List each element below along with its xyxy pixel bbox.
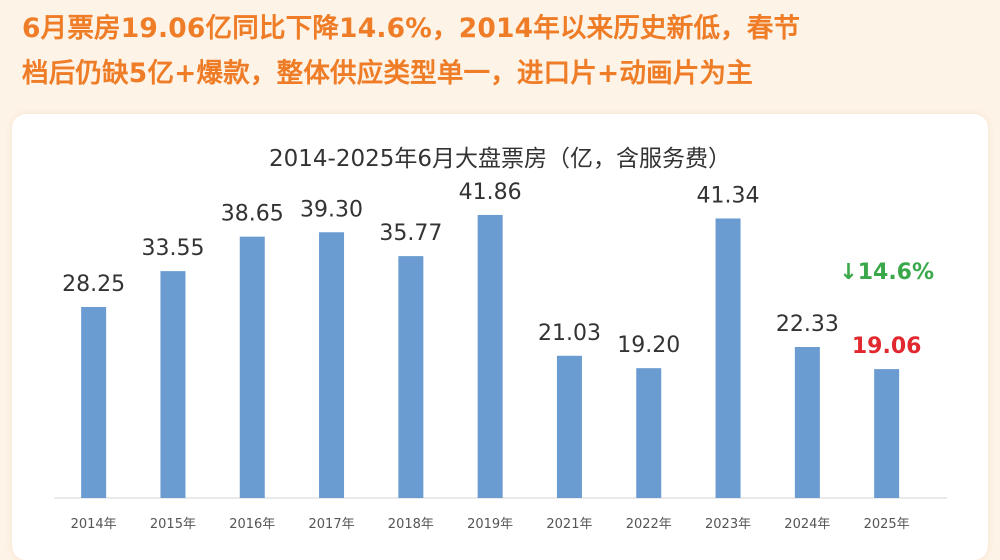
- x-tick-label: 2016年: [229, 517, 275, 532]
- bar-2017年: [319, 232, 345, 498]
- x-tick-label: 2022年: [626, 517, 672, 532]
- headline-line-1: 6月票房19.06亿同比下降14.6%，2014年以来历史新低，春节: [22, 13, 801, 44]
- bar-2022年: [636, 368, 662, 498]
- x-tick-label: 2025年: [864, 517, 910, 532]
- value-label: 19.06: [852, 334, 922, 359]
- value-label: 38.65: [221, 202, 284, 227]
- x-tick-label: 2019年: [467, 517, 513, 532]
- x-tick-label: 2015年: [150, 517, 196, 532]
- headline-line-2: 档后仍缺5亿+爆款，整体供应类型单一，进口片+动画片为主: [22, 58, 753, 89]
- x-tick-label: 2023年: [705, 517, 751, 532]
- bar-2019年: [477, 214, 503, 498]
- bar-2023年: [715, 218, 741, 498]
- x-tick-label: 2021年: [546, 517, 592, 532]
- value-label: 33.55: [141, 236, 204, 261]
- value-label: 19.20: [617, 333, 680, 358]
- value-label: 41.34: [697, 183, 760, 208]
- chart-title: 2014-2025年6月大盘票房（亿，含服务费）: [269, 146, 731, 172]
- bar-2015年: [160, 271, 186, 498]
- bar-2021年: [556, 355, 582, 498]
- value-label: 28.25: [62, 272, 125, 297]
- value-label: 22.33: [776, 312, 839, 337]
- value-label: 21.03: [538, 321, 601, 346]
- x-tick-label: 2014年: [71, 517, 117, 532]
- headline: 6月票房19.06亿同比下降14.6%，2014年以来历史新低，春节 档后仍缺5…: [22, 6, 982, 96]
- bar-2014年: [81, 306, 107, 498]
- x-tick-label: 2017年: [309, 517, 355, 532]
- x-tick-label: 2018年: [388, 517, 434, 532]
- bar-chart: 2014-2025年6月大盘票房（亿，含服务费） 28.25 2014年 33.55…: [54, 146, 947, 532]
- x-tick-label: 2024年: [784, 517, 830, 532]
- value-label: 41.86: [459, 180, 522, 205]
- bar-2024年: [794, 347, 820, 498]
- bar-2025年: [874, 369, 900, 498]
- bar-2018年: [398, 256, 424, 498]
- value-label: 35.77: [379, 221, 442, 246]
- value-label: 39.30: [300, 197, 363, 222]
- bar-2016年: [239, 236, 265, 498]
- chart-card: 2014-2025年6月大盘票房（亿，含服务费） 28.25 2014年 33.55…: [12, 114, 988, 560]
- change-annotation: ↓14.6%: [839, 260, 934, 285]
